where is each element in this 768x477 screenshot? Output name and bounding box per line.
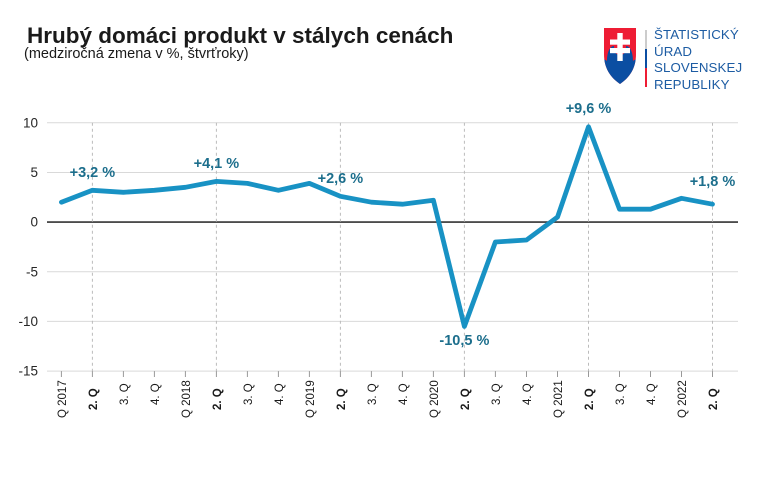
svg-text:3. Q: 3. Q <box>243 383 255 405</box>
svg-text:3. Q: 3. Q <box>367 383 379 405</box>
svg-text:-10,5 %: -10,5 % <box>439 333 489 349</box>
svg-text:2. Q: 2. Q <box>708 388 720 410</box>
svg-text:-10: -10 <box>18 314 38 329</box>
svg-text:Q 2019: Q 2019 <box>305 380 317 418</box>
svg-text:4. Q: 4. Q <box>274 383 286 405</box>
svg-text:4. Q: 4. Q <box>398 383 410 405</box>
svg-text:0: 0 <box>30 215 38 230</box>
svg-text:+1,8 %: +1,8 % <box>690 174 736 190</box>
svg-text:2. Q: 2. Q <box>336 388 348 410</box>
svg-text:Q 2017: Q 2017 <box>57 380 69 418</box>
svg-text:2. Q: 2. Q <box>460 388 472 410</box>
svg-text:Q 2018: Q 2018 <box>181 380 193 418</box>
svg-text:-15: -15 <box>18 364 38 379</box>
svg-text:Q 2022: Q 2022 <box>677 380 689 418</box>
svg-text:4. Q: 4. Q <box>646 383 658 405</box>
svg-text:Q 2021: Q 2021 <box>553 380 565 418</box>
svg-text:4. Q: 4. Q <box>150 383 162 405</box>
svg-text:+4,1 %: +4,1 % <box>194 156 240 172</box>
svg-text:+9,6 %: +9,6 % <box>566 101 612 117</box>
svg-text:4. Q: 4. Q <box>522 383 534 405</box>
svg-text:3. Q: 3. Q <box>615 383 627 405</box>
svg-text:2. Q: 2. Q <box>212 388 224 410</box>
svg-text:Q 2020: Q 2020 <box>429 380 441 418</box>
svg-text:-5: -5 <box>26 264 38 279</box>
svg-text:2. Q: 2. Q <box>584 388 596 410</box>
svg-text:+2,6 %: +2,6 % <box>318 171 364 187</box>
svg-text:2. Q: 2. Q <box>88 388 100 410</box>
svg-text:5: 5 <box>30 165 38 180</box>
svg-text:3. Q: 3. Q <box>491 383 503 405</box>
svg-text:3. Q: 3. Q <box>119 383 131 405</box>
svg-text:10: 10 <box>23 115 38 130</box>
svg-text:+3,2 %: +3,2 % <box>70 165 116 181</box>
